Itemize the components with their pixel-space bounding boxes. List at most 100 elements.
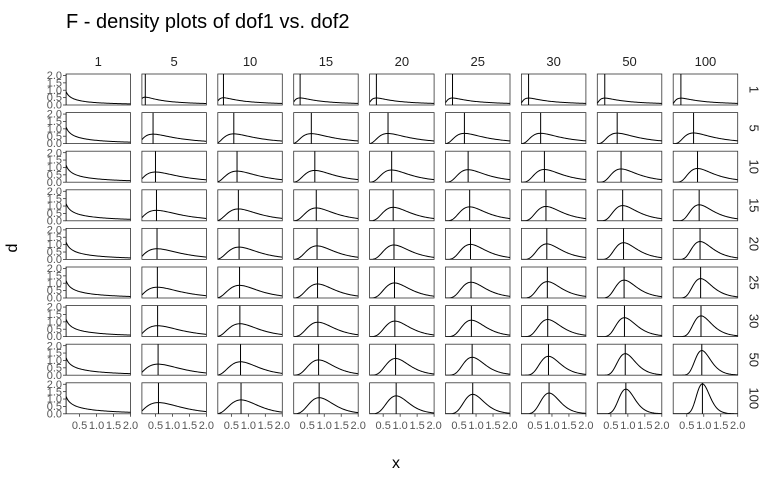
facet-panel bbox=[672, 73, 739, 106]
density-line bbox=[445, 393, 510, 414]
facet-panel bbox=[141, 150, 207, 183]
x-tick-label: 1.5 bbox=[561, 420, 576, 432]
x-tick-label: 1.0 bbox=[317, 420, 332, 432]
x-tick-label: 1.5 bbox=[713, 420, 728, 432]
y-tick-label: 0.5 bbox=[47, 208, 62, 220]
facet-panel bbox=[293, 150, 359, 183]
facet-panel bbox=[217, 305, 283, 338]
y-tick-label: 0.5 bbox=[47, 131, 62, 143]
y-tick-label: 1.5 bbox=[47, 193, 62, 205]
x-tick-label: 1.0 bbox=[165, 420, 180, 432]
facet-panel bbox=[65, 150, 131, 183]
facet-panel bbox=[141, 382, 207, 415]
y-tick-label: 2.0 bbox=[47, 302, 62, 314]
facet-row-label: 25 bbox=[747, 275, 762, 289]
facet-panel bbox=[521, 227, 587, 260]
x-tick-label: 2.0 bbox=[123, 420, 138, 432]
x-tick-label: 1.0 bbox=[468, 420, 483, 432]
density-line bbox=[445, 319, 510, 337]
density-line bbox=[597, 132, 662, 144]
facet-row-label: 100 bbox=[747, 387, 762, 409]
y-tick-label: 0.5 bbox=[47, 247, 62, 259]
density-line bbox=[521, 132, 586, 144]
facet-panel bbox=[521, 189, 587, 222]
density-line bbox=[217, 208, 283, 221]
density-line bbox=[369, 320, 435, 337]
facet-panel bbox=[369, 382, 435, 415]
density-line bbox=[66, 91, 131, 105]
facet-panel bbox=[672, 150, 739, 183]
facet-panel bbox=[596, 305, 663, 338]
density-line bbox=[66, 357, 131, 375]
density-line bbox=[521, 281, 586, 298]
facet-panel bbox=[521, 112, 587, 144]
facet-panel bbox=[521, 73, 587, 106]
y-tick-label: 1.5 bbox=[47, 309, 62, 321]
facet-panel bbox=[217, 343, 283, 376]
facet-panel bbox=[141, 73, 207, 106]
density-line bbox=[217, 284, 283, 298]
facet-row-label: 20 bbox=[747, 237, 762, 251]
facet-panel bbox=[293, 73, 359, 106]
density-line bbox=[293, 397, 359, 414]
density-line bbox=[597, 388, 662, 414]
y-tick-label: 0.5 bbox=[47, 362, 62, 374]
x-tick-label: 1.0 bbox=[620, 420, 635, 432]
facet-col-label: 5 bbox=[171, 54, 178, 69]
y-tick-label: 0.5 bbox=[47, 324, 62, 336]
density-line bbox=[293, 283, 359, 298]
density-line bbox=[66, 126, 131, 143]
y-tick-label: 0.5 bbox=[47, 92, 62, 104]
facet-panel bbox=[369, 73, 435, 106]
density-line bbox=[445, 356, 510, 376]
y-tick-label: 1.0 bbox=[47, 201, 62, 213]
facet-panel bbox=[596, 343, 663, 376]
facet-panel bbox=[521, 382, 587, 415]
y-axis-label: d bbox=[4, 244, 21, 253]
facet-panel bbox=[672, 305, 739, 338]
y-tick-label: 1.0 bbox=[47, 278, 62, 290]
facet-panel bbox=[596, 382, 663, 415]
y-tick-label: 2.0 bbox=[47, 379, 62, 391]
density-line bbox=[293, 133, 359, 144]
facet-panel bbox=[141, 266, 207, 299]
y-tick-label: 1.0 bbox=[47, 162, 62, 174]
facet-col-label: 20 bbox=[395, 54, 409, 69]
density-line bbox=[217, 246, 283, 260]
x-tick-label: 2.0 bbox=[578, 420, 593, 432]
density-line bbox=[141, 133, 207, 142]
panels-layer: 1 5 10 15 20 25 30 50 100151015202530501000.00.5… bbox=[47, 54, 762, 432]
x-tick-label: 1.0 bbox=[89, 420, 104, 432]
x-tick-label: 0.5 bbox=[148, 420, 163, 432]
facet-panel bbox=[369, 305, 435, 338]
facet-panel bbox=[445, 112, 511, 144]
facet-panel bbox=[596, 227, 663, 260]
facet-panel bbox=[445, 73, 511, 106]
density-line bbox=[673, 350, 738, 376]
facet-panel bbox=[293, 189, 359, 222]
facet-col-label: 50 bbox=[622, 54, 636, 69]
density-line bbox=[369, 244, 435, 260]
facet-panel bbox=[445, 382, 511, 415]
facet-panel bbox=[217, 266, 283, 299]
y-tick-label: 0.5 bbox=[47, 285, 62, 297]
facet-panel bbox=[445, 227, 511, 260]
density-line bbox=[369, 206, 435, 221]
density-line bbox=[141, 248, 207, 258]
facet-panel bbox=[672, 112, 739, 144]
density-line bbox=[673, 383, 738, 414]
density-line bbox=[597, 317, 662, 337]
facet-panel bbox=[445, 305, 511, 338]
density-line bbox=[66, 318, 131, 336]
facet-panel bbox=[141, 112, 207, 144]
x-tick-label: 0.5 bbox=[224, 420, 239, 432]
y-tick-label: 1.0 bbox=[47, 355, 62, 367]
density-line bbox=[673, 278, 738, 298]
facet-panel bbox=[672, 382, 739, 415]
density-line bbox=[141, 209, 207, 219]
facet-row-label: 15 bbox=[747, 198, 762, 212]
facet-panel bbox=[217, 227, 283, 260]
facet-panel bbox=[65, 189, 131, 222]
y-tick-label: 1.0 bbox=[47, 239, 62, 251]
y-tick-label: 1.0 bbox=[47, 316, 62, 328]
